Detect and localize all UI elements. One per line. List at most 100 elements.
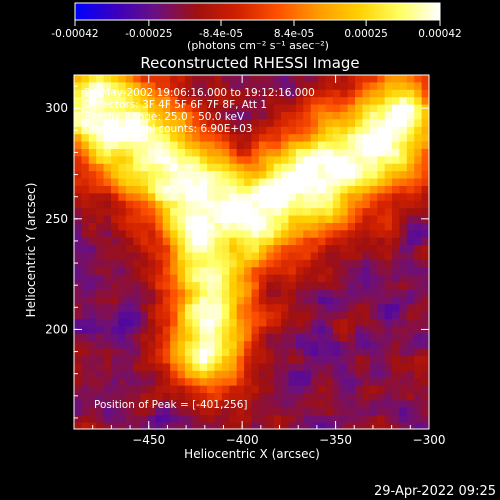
heatmap-cell [288,378,297,387]
heatmap-cell [295,356,304,365]
heatmap-cell [207,363,216,372]
heatmap-cell [177,193,186,202]
heatmap-cell [266,400,275,409]
heatmap-cell [103,274,112,283]
heatmap-cell [310,311,319,320]
heatmap-cell [392,82,401,91]
heatmap-cell [258,134,267,143]
heatmap-cell [355,296,364,305]
heatmap-cell [214,178,223,187]
heatmap-cell [140,82,149,91]
heatmap-cell [310,282,319,291]
heatmap-cell [421,252,429,261]
heatmap-cell [133,193,142,202]
heatmap-cell [207,230,216,239]
heatmap-cell [251,333,260,342]
heatmap-cell [207,356,216,365]
heatmap-cell [288,296,297,305]
heatmap-cell [88,222,97,231]
heatmap-cell [74,378,82,387]
heatmap-cell [103,259,112,268]
heatmap-cell [214,222,223,231]
heatmap-cell [355,215,364,224]
heatmap-cell [88,274,97,283]
heatmap-cell [281,289,290,298]
heatmap-cell [303,178,312,187]
heatmap-cell [318,97,327,106]
heatmap-cell [147,104,156,113]
heatmap-cell [251,185,260,194]
heatmap-cell [244,282,253,291]
heatmap-cell [406,385,415,394]
heatmap-cell [340,141,349,150]
heatmap-cell [318,230,327,239]
heatmap-cell [118,422,127,429]
heatmap-cell [140,356,149,365]
heatmap-cell [125,89,134,98]
heatmap-cell [362,215,371,224]
heatmap-cell [177,89,186,98]
heatmap-cell [81,185,90,194]
heatmap-cell [199,245,208,254]
heatmap-cell [118,200,127,209]
heatmap-cell [192,89,201,98]
heatmap-cell [170,119,179,128]
heatmap-cell [103,422,112,429]
heatmap-cell [288,385,297,394]
heatmap-cell [421,148,429,157]
heatmap-cell [288,126,297,135]
heatmap-cell [81,215,90,224]
heatmap-cell [251,274,260,283]
heatmap-cell [295,378,304,387]
heatmap-cell [125,393,134,402]
heatmap-cell [103,311,112,320]
heatmap-cell [369,119,378,128]
heatmap-cell [340,356,349,365]
heatmap-cell [103,148,112,157]
heatmap-cell [236,363,245,372]
heatmap-cell [244,393,253,402]
heatmap-cell [251,82,260,91]
heatmap-cell [118,97,127,106]
heatmap-cell [414,208,423,217]
heatmap-cell [199,215,208,224]
heatmap-cell [273,422,282,429]
heatmap-cell [81,119,90,128]
heatmap-cell [125,311,134,320]
heatmap-cell [199,163,208,172]
heatmap-cell [170,148,179,157]
heatmap-cell [155,141,164,150]
heatmap-cell [362,289,371,298]
heatmap-cell [303,274,312,283]
heatmap-cell [310,89,319,98]
heatmap-cell [177,134,186,143]
heatmap-cell [258,222,267,231]
heatmap-cell [340,296,349,305]
heatmap-cell [325,282,334,291]
heatmap-cell [273,348,282,357]
heatmap-cell [184,134,193,143]
heatmap-cell [140,148,149,157]
heatmap-cell [251,163,260,172]
heatmap-cell [133,274,142,283]
heatmap-cell [170,422,179,429]
heatmap-cell [377,230,386,239]
heatmap-cell [325,422,334,429]
heatmap-cell [392,393,401,402]
heatmap-cell [347,119,356,128]
heatmap-cell [155,163,164,172]
heatmap-cell [406,111,415,120]
heatmap-cell [399,348,408,357]
heatmap-cell [192,333,201,342]
heatmap-cell [318,156,327,165]
heatmap-cell [125,141,134,150]
heatmap-cell [103,289,112,298]
heatmap-cell [377,97,386,106]
heatmap-cell [162,296,171,305]
heatmap-cell [392,282,401,291]
heatmap-cell [384,282,393,291]
heatmap-cell [103,230,112,239]
heatmap-cell [125,230,134,239]
heatmap-cell [377,326,386,335]
heatmap-cell [214,415,223,424]
